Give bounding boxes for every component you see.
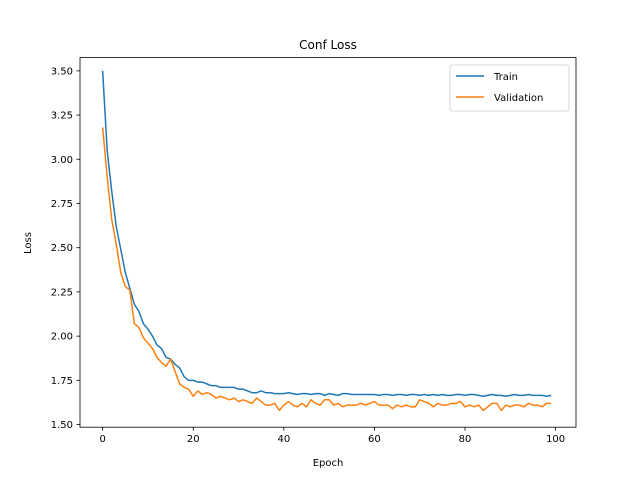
y-tick-label: 3.50 xyxy=(51,66,73,77)
x-tick-label: 40 xyxy=(277,434,290,445)
y-tick-label: 1.50 xyxy=(51,420,73,431)
plot-frame xyxy=(79,57,577,428)
x-tick-label: 20 xyxy=(187,434,200,445)
series-line-validation xyxy=(101,127,552,412)
x-tick-label: 80 xyxy=(459,434,472,445)
legend-label-train: Train xyxy=(493,72,518,83)
y-axis: 1.50 1.75 2.00 2.25 2.50 2.75 3.00 3.25 3.50 xyxy=(51,66,80,431)
x-tick-label: 100 xyxy=(546,434,565,445)
series-line-train xyxy=(101,70,552,397)
y-tick-label: 2.00 xyxy=(51,332,73,343)
y-tick-label: 3.00 xyxy=(51,155,73,166)
y-axis-label: Loss xyxy=(23,232,34,254)
y-tick-label: 3.25 xyxy=(51,111,73,122)
y-tick-label: 2.25 xyxy=(51,287,73,298)
x-tick-label: 60 xyxy=(368,434,381,445)
legend: Train Validation xyxy=(449,64,570,112)
legend-label-validation: Validation xyxy=(494,93,543,104)
y-tick-label: 2.50 xyxy=(51,243,73,254)
x-tick-label: 0 xyxy=(99,434,105,445)
x-axis-label: Epoch xyxy=(313,458,344,469)
x-axis: 0 20 40 60 80 100 xyxy=(99,427,565,445)
y-tick-label: 2.75 xyxy=(51,199,73,210)
plot-area xyxy=(101,70,552,412)
y-tick-label: 1.75 xyxy=(51,376,73,387)
chart-title: Conf Loss xyxy=(299,38,357,52)
